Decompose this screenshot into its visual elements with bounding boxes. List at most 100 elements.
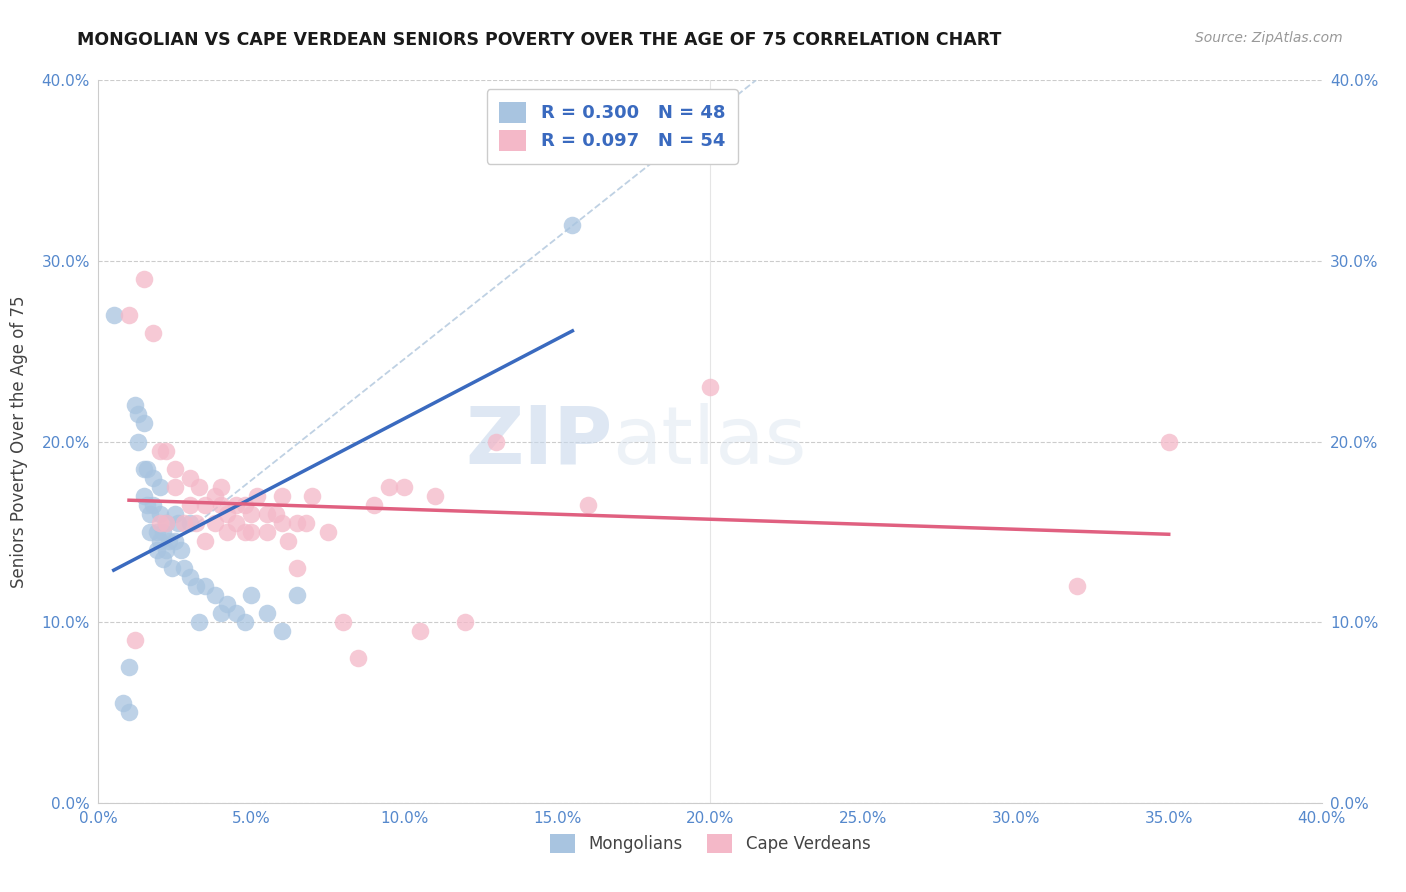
Point	[332, 615, 354, 630]
Point	[142, 471, 165, 485]
Point	[246, 489, 269, 503]
Point	[173, 516, 195, 530]
Point	[256, 524, 278, 539]
Legend: Mongolians, Cape Verdeans: Mongolians, Cape Verdeans	[543, 827, 877, 860]
Text: MONGOLIAN VS CAPE VERDEAN SENIORS POVERTY OVER THE AGE OF 75 CORRELATION CHART: MONGOLIAN VS CAPE VERDEAN SENIORS POVERT…	[77, 31, 1001, 49]
Point	[233, 498, 256, 512]
Point	[155, 516, 177, 530]
Point	[118, 706, 141, 720]
Point	[233, 615, 256, 630]
Point	[155, 443, 177, 458]
Point	[173, 561, 195, 575]
Point	[270, 489, 292, 503]
Point	[225, 516, 247, 530]
Point	[204, 516, 226, 530]
Point	[233, 524, 256, 539]
Point	[103, 308, 125, 322]
Point	[136, 498, 159, 512]
Point	[188, 615, 211, 630]
Point	[163, 461, 186, 475]
Point	[240, 588, 263, 602]
Point	[285, 561, 308, 575]
Point	[134, 272, 156, 286]
Point	[225, 498, 247, 512]
Point	[215, 524, 238, 539]
Point	[188, 480, 211, 494]
Point	[347, 651, 370, 665]
Point	[155, 542, 177, 557]
Point	[295, 516, 318, 530]
Point	[215, 507, 238, 521]
Point	[204, 588, 226, 602]
Point	[127, 408, 149, 422]
Point	[285, 588, 308, 602]
Point	[134, 489, 156, 503]
Point	[215, 597, 238, 611]
Point	[134, 461, 156, 475]
Text: atlas: atlas	[612, 402, 807, 481]
Point	[240, 524, 263, 539]
Point	[209, 498, 232, 512]
Point	[163, 507, 186, 521]
Point	[270, 516, 292, 530]
Point	[194, 498, 217, 512]
Point	[179, 516, 201, 530]
Text: ZIP: ZIP	[465, 402, 612, 481]
Point	[240, 507, 263, 521]
Point	[124, 633, 146, 648]
Point	[124, 398, 146, 412]
Point	[149, 480, 172, 494]
Point	[136, 461, 159, 475]
Point	[142, 326, 165, 340]
Point	[149, 443, 172, 458]
Point	[134, 417, 156, 431]
Text: Source: ZipAtlas.com: Source: ZipAtlas.com	[1195, 31, 1343, 45]
Point	[118, 308, 141, 322]
Y-axis label: Seniors Poverty Over the Age of 75: Seniors Poverty Over the Age of 75	[10, 295, 28, 588]
Point	[179, 498, 201, 512]
Point	[194, 579, 217, 593]
Point	[111, 697, 134, 711]
Point	[179, 570, 201, 584]
Point	[316, 524, 339, 539]
Point	[392, 480, 416, 494]
Point	[270, 624, 292, 639]
Point	[561, 218, 583, 232]
Point	[163, 533, 186, 548]
Point	[149, 533, 172, 548]
Point	[256, 507, 278, 521]
Point	[1157, 434, 1180, 449]
Point	[186, 579, 208, 593]
Point	[157, 533, 180, 548]
Point	[145, 524, 167, 539]
Point	[277, 533, 299, 548]
Point	[152, 524, 174, 539]
Point	[485, 434, 508, 449]
Point	[576, 498, 599, 512]
Point	[285, 516, 308, 530]
Point	[194, 533, 217, 548]
Point	[225, 606, 247, 620]
Point	[209, 480, 232, 494]
Point	[204, 489, 226, 503]
Point	[149, 516, 172, 530]
Point	[454, 615, 477, 630]
Point	[139, 524, 162, 539]
Point	[155, 516, 177, 530]
Point	[699, 380, 721, 394]
Point	[170, 542, 193, 557]
Point	[363, 498, 385, 512]
Point	[423, 489, 446, 503]
Point	[167, 516, 190, 530]
Point	[139, 507, 162, 521]
Point	[256, 606, 278, 620]
Point	[516, 145, 538, 160]
Point	[118, 660, 141, 674]
Point	[209, 606, 232, 620]
Point	[179, 471, 201, 485]
Point	[264, 507, 287, 521]
Point	[149, 507, 172, 521]
Point	[127, 434, 149, 449]
Point	[186, 516, 208, 530]
Point	[408, 624, 430, 639]
